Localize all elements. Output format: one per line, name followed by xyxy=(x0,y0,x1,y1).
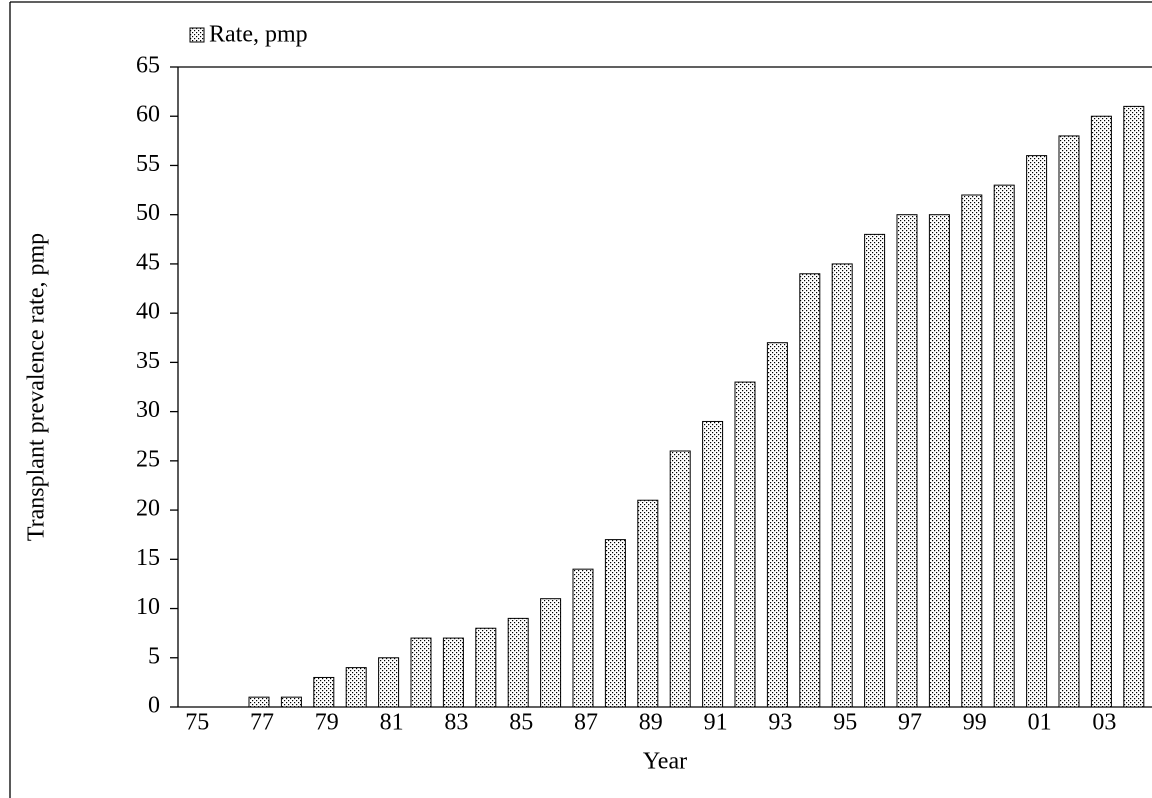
bar xyxy=(378,657,400,708)
x-tick-label: 81 xyxy=(380,710,404,736)
bar xyxy=(540,598,562,708)
bar xyxy=(345,667,367,708)
bar xyxy=(1090,115,1112,708)
bar xyxy=(702,420,724,708)
bar xyxy=(669,450,691,708)
x-tick-label: 93 xyxy=(768,710,792,736)
y-tick-label: 25 xyxy=(136,446,160,472)
bar xyxy=(1123,105,1145,708)
bar xyxy=(734,381,756,708)
x-tick-label: 01 xyxy=(1028,710,1052,736)
x-axis-title: Year xyxy=(643,749,687,775)
bar xyxy=(604,539,626,708)
x-tick-label: 79 xyxy=(315,710,339,736)
x-tick-label: 03 xyxy=(1092,710,1116,736)
bar xyxy=(280,696,302,708)
bar xyxy=(475,627,497,708)
bar xyxy=(799,273,821,708)
y-tick-label: 55 xyxy=(136,151,160,177)
y-tick-label: 30 xyxy=(136,397,160,423)
x-tick-label: 85 xyxy=(509,710,533,736)
x-tick-label: 89 xyxy=(639,710,663,736)
x-tick-label: 95 xyxy=(833,710,857,736)
y-tick-label: 20 xyxy=(136,496,160,522)
bar xyxy=(1058,135,1080,708)
bar xyxy=(248,696,270,708)
x-tick-label: 77 xyxy=(250,710,274,736)
y-axis-title: Transplant prevalence rate, pmp xyxy=(24,233,50,541)
x-tick-label: 75 xyxy=(185,710,209,736)
y-tick-label: 50 xyxy=(136,200,160,226)
legend-swatch xyxy=(189,27,205,43)
bar xyxy=(313,676,335,708)
x-tick-label: 91 xyxy=(704,710,728,736)
bar xyxy=(442,637,464,708)
x-tick-label: 83 xyxy=(444,710,468,736)
y-tick-label: 5 xyxy=(148,643,160,669)
x-tick-label: 87 xyxy=(574,710,598,736)
y-tick-label: 35 xyxy=(136,348,160,374)
bar xyxy=(864,233,886,708)
y-tick-label: 45 xyxy=(136,249,160,275)
legend-label: Rate, pmp xyxy=(209,22,308,48)
y-tick-label: 65 xyxy=(136,53,160,79)
x-tick-label: 99 xyxy=(963,710,987,736)
y-tick-label: 60 xyxy=(136,102,160,128)
y-tick-label: 10 xyxy=(136,594,160,620)
y-tick-label: 0 xyxy=(148,693,160,719)
bar xyxy=(993,184,1015,708)
bar xyxy=(637,499,659,708)
bar xyxy=(1026,155,1048,708)
bar xyxy=(831,263,853,708)
bar xyxy=(896,214,918,708)
x-tick-label: 97 xyxy=(898,710,922,736)
bar xyxy=(410,637,432,708)
y-tick-label: 40 xyxy=(136,299,160,325)
bar xyxy=(961,194,983,708)
bar xyxy=(507,617,529,708)
y-tick-label: 15 xyxy=(136,545,160,571)
bar xyxy=(572,568,594,708)
bar xyxy=(766,342,788,708)
bar xyxy=(928,214,950,708)
